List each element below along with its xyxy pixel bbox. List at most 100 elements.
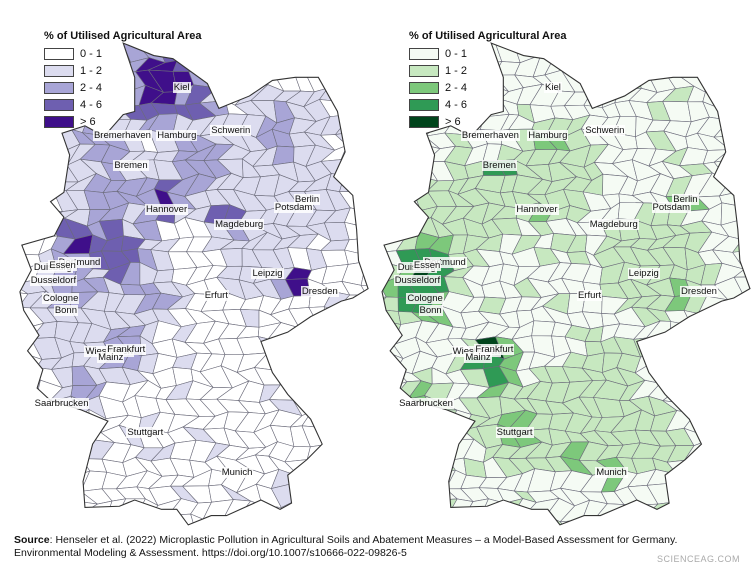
city-label-cologne: Cologne (406, 292, 444, 304)
city-label-bremen: Bremen (113, 159, 149, 171)
legend-row: > 6 (44, 113, 202, 130)
city-label-bremen: Bremen (481, 159, 518, 171)
district (678, 325, 711, 345)
district (326, 442, 352, 461)
country-border (19, 42, 369, 526)
district (19, 219, 47, 237)
district (207, 73, 234, 89)
city-label-bonn: Bonn (53, 305, 78, 317)
district (292, 380, 312, 401)
legend-swatch (44, 47, 74, 60)
legend-label: 4 - 6 (445, 98, 468, 111)
district (667, 473, 698, 485)
district (190, 513, 217, 525)
legend-row: 2 - 4 (44, 79, 202, 96)
legend-swatch (409, 81, 439, 94)
district (360, 237, 369, 255)
district (677, 54, 713, 76)
city-label-berlin: Berlin (293, 194, 321, 206)
district (661, 372, 697, 390)
district (714, 307, 742, 328)
germany-map-green (381, 42, 751, 526)
district (358, 188, 369, 212)
city-label-magdeburg: Magdeburg (214, 218, 265, 230)
district (334, 309, 369, 323)
district (392, 133, 425, 147)
source-caption: Source: Henseler et al. (2022) Microplas… (14, 534, 734, 560)
district (683, 459, 708, 477)
district (322, 76, 352, 89)
district (430, 438, 455, 463)
city-label-dortmund: Dortmund (423, 257, 467, 269)
legend-swatch (44, 81, 74, 94)
city-label-erfurt: Erfurt (576, 290, 603, 302)
city-label-bremerhaven: Bremerhaven (92, 130, 152, 142)
legend-label: > 6 (80, 115, 96, 128)
district (648, 59, 679, 77)
legend-green: % of Utilised Agricultural Area 0 - 1 1 … (409, 30, 567, 130)
city-label-potsdam: Potsdam (273, 201, 314, 213)
district (309, 321, 329, 340)
legend-swatch (44, 98, 74, 111)
district (389, 187, 422, 212)
district (354, 219, 369, 242)
district (596, 513, 621, 525)
district (303, 60, 332, 78)
district (389, 175, 417, 189)
district (531, 320, 556, 337)
city-label-berlin: Berlin (672, 194, 699, 206)
district (19, 264, 25, 285)
district (646, 350, 679, 374)
district (304, 395, 334, 419)
district (221, 517, 245, 525)
district (288, 474, 313, 490)
city-label-kiel: Kiel (544, 82, 562, 94)
district (360, 284, 369, 296)
city-label-leipzig: Leipzig (627, 267, 660, 279)
city-label-stuttgart: Stuttgart (495, 426, 534, 438)
district (559, 519, 588, 525)
district (19, 220, 30, 236)
district (104, 514, 128, 525)
source-line-1: : Henseler et al. (2022) Microplastic Po… (49, 534, 678, 546)
district (290, 336, 313, 360)
legend-swatch (44, 115, 74, 128)
city-label-stuttgart: Stuttgart (126, 426, 165, 438)
district (339, 174, 369, 192)
district (718, 86, 748, 109)
legend-swatch (44, 64, 74, 77)
district (432, 513, 457, 525)
legend-swatch (409, 115, 439, 128)
city-label-dusseldorf: Dusseldorf (29, 274, 78, 286)
city-label-schwerin: Schwerin (584, 125, 626, 137)
district (64, 408, 90, 430)
district (425, 409, 458, 431)
district (19, 351, 26, 376)
district (224, 70, 252, 90)
city-label-bonn: Bonn (418, 305, 443, 317)
legend-label: 1 - 2 (80, 64, 103, 77)
district (686, 401, 712, 419)
district (292, 373, 312, 384)
district (267, 336, 294, 358)
map-panel-purple: % of Utilised Agricultural Area 0 - 1 1 … (0, 0, 377, 530)
district (382, 222, 389, 234)
city-label-dresden: Dresden (680, 285, 718, 297)
district (432, 498, 458, 521)
district (736, 220, 750, 240)
district (713, 159, 746, 183)
legend-purple: % of Utilised Agricultural Area 0 - 1 1 … (44, 30, 202, 130)
city-label-leipzig: Leipzig (251, 267, 284, 279)
city-label-schwerin: Schwerin (210, 125, 252, 137)
district (702, 439, 724, 463)
district (274, 54, 301, 76)
district (593, 71, 621, 90)
city-label-potsdam: Potsdam (651, 201, 692, 213)
legend-row: 4 - 6 (409, 96, 567, 113)
district (525, 513, 553, 525)
district (382, 351, 387, 370)
district (736, 204, 750, 227)
city-label-mainz: Mainz (464, 351, 492, 363)
district (35, 146, 64, 163)
legend-label: 1 - 2 (445, 64, 468, 77)
